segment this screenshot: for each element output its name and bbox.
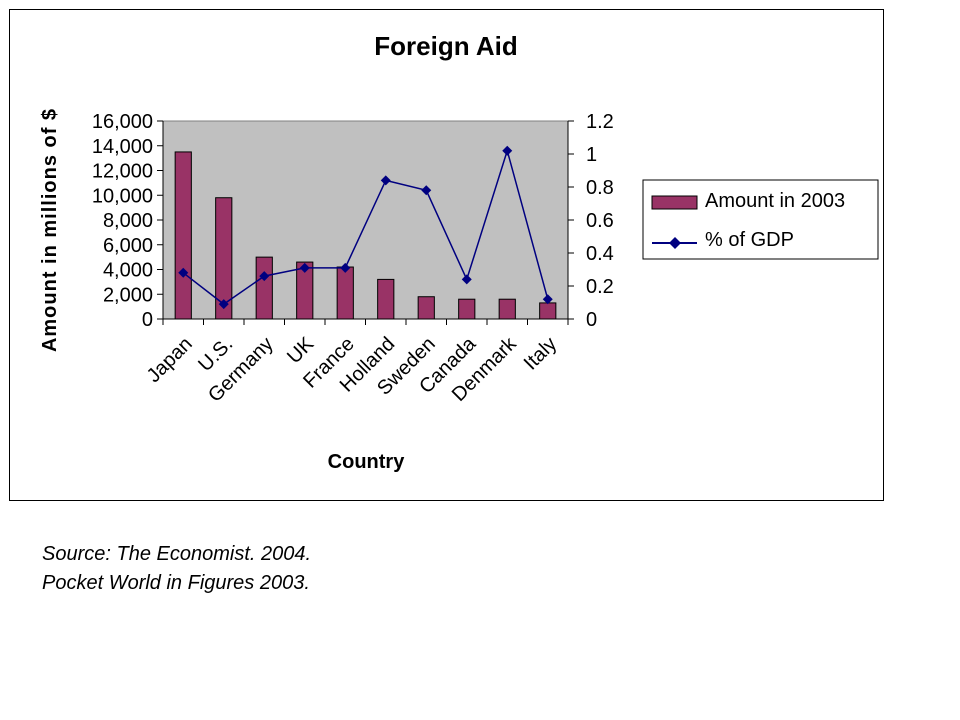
y2-tick-label-2: 0.4 bbox=[586, 243, 614, 265]
bars-group bbox=[174, 151, 557, 320]
bar-9 bbox=[539, 302, 557, 320]
caption-source-book: Pocket World in Figures 2003. bbox=[42, 572, 310, 594]
gdp-point-1 bbox=[218, 299, 229, 310]
y2-tick-label-5: 1 bbox=[586, 144, 597, 166]
gdp-point-7 bbox=[461, 274, 472, 285]
legend: Amount in 2003 % of GDP bbox=[642, 179, 879, 260]
legend-bar-label: Amount in 2003 bbox=[705, 190, 845, 212]
bar-7 bbox=[458, 298, 476, 320]
gdp-point-3 bbox=[299, 262, 310, 273]
bar-6 bbox=[417, 296, 435, 320]
y-tick-label-4: 8,000 bbox=[103, 210, 153, 232]
x-tick-label-0: Japan bbox=[143, 333, 197, 387]
y-tick-label-1: 2,000 bbox=[103, 284, 153, 306]
y-tick-label-0: 0 bbox=[142, 309, 153, 331]
line-series-group bbox=[178, 145, 553, 310]
chart-svg: Foreign Aid Amount in millions of $ Coun… bbox=[39, 31, 879, 473]
legend-box bbox=[642, 179, 879, 260]
gdp-point-2 bbox=[259, 271, 270, 282]
gdp-point-9 bbox=[542, 294, 553, 305]
source-caption: Source: The Economist. 2004. Pocket Worl… bbox=[42, 540, 311, 598]
y2-tick-label-6: 1.2 bbox=[586, 111, 614, 133]
legend-bar-swatch bbox=[651, 195, 698, 210]
y-tick-label-7: 14,000 bbox=[92, 136, 153, 158]
chart-title: Foreign Aid bbox=[374, 31, 517, 61]
bar-2 bbox=[255, 256, 273, 320]
caption-source-label: Source bbox=[42, 543, 106, 565]
y-tick-label-8: 16,000 bbox=[92, 111, 153, 133]
bar-8 bbox=[498, 298, 516, 320]
bar-4 bbox=[336, 266, 354, 320]
y-tick-label-6: 12,000 bbox=[92, 161, 153, 183]
gdp-point-4 bbox=[340, 262, 351, 273]
gdp-point-5 bbox=[380, 175, 391, 186]
x-axis-title: Country bbox=[328, 451, 406, 473]
gdp-point-8 bbox=[502, 145, 513, 156]
y2-tick-label-3: 0.6 bbox=[586, 210, 614, 232]
gdp-line bbox=[182, 148, 549, 306]
bar-0 bbox=[174, 151, 192, 320]
bar-5 bbox=[377, 278, 395, 320]
legend-line-label: % of GDP bbox=[705, 229, 794, 251]
legend-line-marker bbox=[669, 237, 681, 249]
y2-tick-label-0: 0 bbox=[586, 309, 597, 331]
x-tick-label-9: Italy bbox=[520, 333, 561, 374]
caption-source-rest: : The Economist. 2004. bbox=[105, 543, 312, 565]
chart-frame: Foreign Aid Amount in millions of $ Coun… bbox=[9, 9, 884, 501]
y-axis-title: Amount in millions of $ bbox=[39, 108, 61, 352]
y-tick-label-5: 10,000 bbox=[92, 185, 153, 207]
y-tick-label-3: 6,000 bbox=[103, 235, 153, 257]
gdp-point-0 bbox=[178, 267, 189, 278]
gdp-point-6 bbox=[421, 185, 432, 196]
caption-line-2: Pocket World in Figures 2003. bbox=[42, 569, 311, 598]
caption-line-1: Source: The Economist. 2004. bbox=[42, 540, 311, 569]
y2-tick-label-4: 0.8 bbox=[586, 177, 614, 199]
y2-tick-label-1: 0.2 bbox=[586, 276, 614, 298]
y-tick-label-2: 4,000 bbox=[103, 260, 153, 282]
